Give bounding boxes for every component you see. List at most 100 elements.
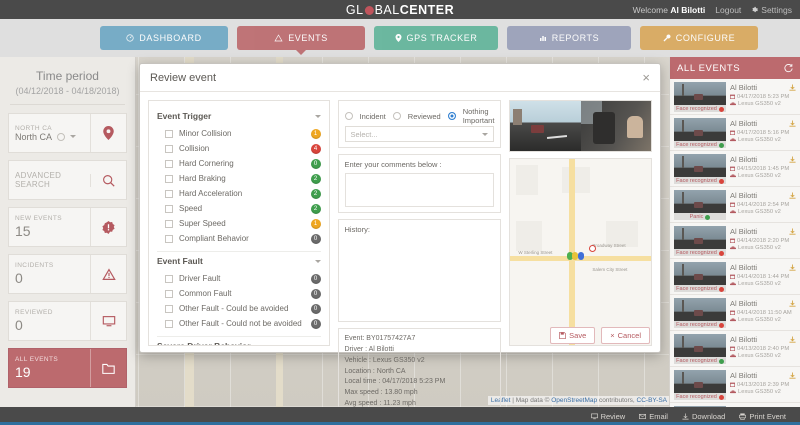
close-icon[interactable]: × <box>642 70 650 85</box>
event-list-item[interactable]: Face recognized Al Bilotti 04/13/2018 2:39… <box>670 367 800 403</box>
checkbox[interactable] <box>165 189 173 198</box>
filter-checkbox-row[interactable]: Hard Cornering 0 <box>157 156 321 171</box>
clear-icon[interactable] <box>57 132 66 141</box>
chevron-down-icon[interactable] <box>314 114 321 118</box>
chevron-down-icon[interactable] <box>314 344 321 345</box>
save-button[interactable]: Save <box>550 327 596 344</box>
event-list-item[interactable]: Face recognized Al Bilotti 04/17/2018 5:16… <box>670 115 800 151</box>
stat-card-all-events[interactable]: ALL EVENTS 19 <box>8 348 127 388</box>
download-icon[interactable] <box>789 372 796 379</box>
map-marker-start[interactable] <box>566 252 573 260</box>
event-thumbnail[interactable]: Face recognized <box>674 226 726 256</box>
filter-checkbox-row[interactable]: Compliant Behavior 0 <box>157 231 321 246</box>
event-thumbnail[interactable]: Face recognized <box>674 262 726 292</box>
time-period-range[interactable]: (04/12/2018 - 04/18/2018) <box>15 86 120 96</box>
reason-select[interactable]: Select... <box>344 126 495 142</box>
checkbox[interactable] <box>165 174 173 183</box>
map-marker-end[interactable] <box>589 244 597 252</box>
checkbox[interactable] <box>165 219 173 228</box>
download-icon[interactable] <box>789 192 796 199</box>
event-thumbnail[interactable]: Face recognized <box>674 82 726 112</box>
download-icon[interactable] <box>789 156 796 163</box>
comments-input[interactable] <box>344 173 495 207</box>
event-list-item[interactable]: Face recognized Al Bilotti 04/17/2018 5:23… <box>670 79 800 115</box>
checkbox[interactable] <box>165 204 173 213</box>
filter-checkbox-row[interactable]: Hard Acceleration 2 <box>157 186 321 201</box>
nav-tab-events[interactable]: EVENTS <box>237 26 365 55</box>
event-thumbnail[interactable]: Face recognized <box>674 154 726 184</box>
radio-reviewed[interactable] <box>392 112 401 120</box>
download-icon[interactable] <box>789 228 796 235</box>
logout-link[interactable]: Logout <box>715 4 742 15</box>
filter-checkbox-row[interactable]: Speed 2 <box>157 201 321 216</box>
radio-incident[interactable] <box>344 112 353 120</box>
filter-checkbox-row[interactable]: Other Fault - Could not be avoided 0 <box>157 316 321 331</box>
filter-checkbox-row[interactable]: Common Fault 0 <box>157 286 321 301</box>
nav-tab-reports[interactable]: REPORTS <box>507 26 631 50</box>
bottom-button-download[interactable]: Download <box>682 412 725 421</box>
checkbox[interactable] <box>165 289 173 298</box>
filter-checkbox-row[interactable]: Hard Braking 2 <box>157 171 321 186</box>
event-thumbnail[interactable]: Face recognized <box>674 406 726 407</box>
search-icon-wrap[interactable] <box>90 173 126 187</box>
region-filter-card[interactable]: NORTH CA North CA <box>8 113 127 153</box>
osm-link[interactable]: OpenStreetMap <box>551 397 598 404</box>
nav-tab-gps-tracker[interactable]: GPS TRACKER <box>374 26 498 50</box>
event-location-map[interactable]: W Sterling Street Broadway Street Salem … <box>509 158 652 346</box>
checkbox[interactable] <box>165 129 173 138</box>
cancel-button[interactable]: × Cancel <box>601 327 650 344</box>
dashcam-video[interactable] <box>509 100 652 152</box>
filter-checkbox-row[interactable]: Minor Collision 1 <box>157 126 321 141</box>
download-icon[interactable] <box>789 336 796 343</box>
event-thumbnail[interactable]: Face recognized <box>674 298 726 328</box>
filter-group-header[interactable]: Event Fault <box>157 252 321 271</box>
filter-checkbox-row[interactable]: Driver Fault 0 <box>157 271 321 286</box>
nav-tab-dashboard[interactable]: DASHBOARD <box>100 26 228 50</box>
event-list-item[interactable]: Face recognized Al Bilotti 04/14/2018 11:5… <box>670 295 800 331</box>
event-thumbnail[interactable]: Face recognized <box>674 334 726 364</box>
download-icon[interactable] <box>789 300 796 307</box>
checkbox[interactable] <box>165 304 173 313</box>
checkbox[interactable] <box>165 319 173 328</box>
checkbox[interactable] <box>165 159 173 168</box>
bottom-button-email[interactable]: Email <box>639 412 668 421</box>
stat-card-reviewed[interactable]: REVIEWED 0 <box>8 301 127 341</box>
event-list-item[interactable]: Face recognized Al Bilotti 04/13/2018 2:40… <box>670 331 800 367</box>
refresh-icon[interactable] <box>784 63 793 73</box>
map-marker-event[interactable] <box>577 252 584 260</box>
filter-checkbox-row[interactable]: Super Speed 1 <box>157 216 321 231</box>
event-thumbnail[interactable]: Face recognized <box>674 118 726 148</box>
map-marker-mid[interactable] <box>572 252 579 260</box>
event-list-item[interactable]: Face recognized Al Bilotti 04/15/2018 1:45… <box>670 151 800 187</box>
license-link[interactable]: CC-BY-SA <box>636 397 667 404</box>
bottom-button-review[interactable]: Review <box>590 412 625 421</box>
nav-tab-configure[interactable]: CONFIGURE <box>640 26 758 50</box>
filter-group-header[interactable]: Severe Driver Behavior <box>157 337 321 345</box>
radio-nothing-important[interactable] <box>447 112 456 120</box>
region-pin-icon-wrap[interactable] <box>90 114 126 152</box>
all-events-list[interactable]: Face recognized Al Bilotti 04/17/2018 5:23… <box>670 79 800 407</box>
download-icon[interactable] <box>789 264 796 271</box>
checkbox[interactable] <box>165 274 173 283</box>
bottom-button-print-event[interactable]: Print Event <box>739 412 786 421</box>
filter-checkbox-row[interactable]: Collision 4 <box>157 141 321 156</box>
event-list-item[interactable]: Face recognized Al Bilotti 04/14/2018 1:44… <box>670 259 800 295</box>
checkbox[interactable] <box>165 234 173 243</box>
event-thumbnail[interactable]: Panic <box>674 190 726 220</box>
chevron-down-icon[interactable] <box>70 135 77 138</box>
stat-card-incidents[interactable]: INCIDENTS 0 <box>8 254 127 294</box>
event-list-item[interactable]: Face recognized Al Bilotti 04/14/2018 2:20… <box>670 223 800 259</box>
download-icon[interactable] <box>789 120 796 127</box>
settings-link[interactable]: Settings <box>751 5 792 15</box>
event-thumbnail[interactable]: Face recognized <box>674 370 726 400</box>
filter-checkbox-row[interactable]: Other Fault - Could be avoided 0 <box>157 301 321 316</box>
checkbox[interactable] <box>165 144 173 153</box>
filter-group-header[interactable]: Event Trigger <box>157 107 321 126</box>
stat-card-new-events[interactable]: NEW EVENTS 15 <box>8 207 127 247</box>
event-filters-column[interactable]: Event Trigger Minor Collision 1 Collision 4 H… <box>148 100 330 346</box>
advanced-search-card[interactable]: ADVANCED SEARCH <box>8 160 127 200</box>
event-list-item[interactable]: Panic Al Bilotti 04/14/2018 2:54 PM Lexus G… <box>670 187 800 223</box>
chevron-down-icon[interactable] <box>314 259 321 263</box>
download-icon[interactable] <box>789 84 796 91</box>
